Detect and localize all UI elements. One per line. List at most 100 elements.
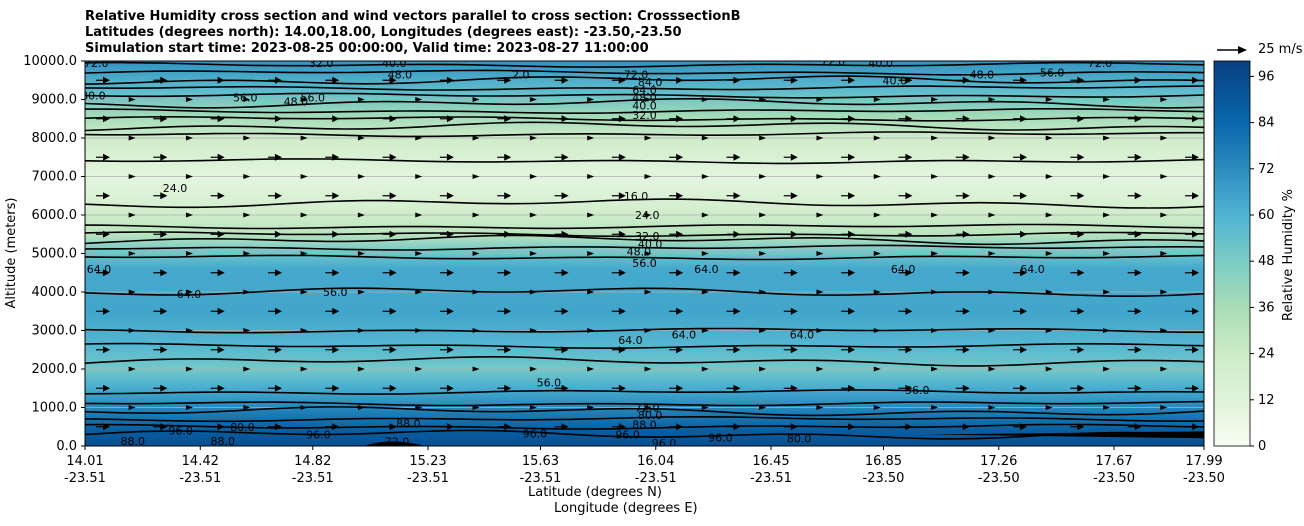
contour-label: 56.0 bbox=[1040, 67, 1065, 80]
wind-vector-small bbox=[415, 251, 423, 256]
contour-label: 48.0 bbox=[970, 68, 995, 81]
contour-label: 80.0 bbox=[787, 432, 812, 445]
wind-vector-small bbox=[529, 405, 537, 410]
wind-vector-small bbox=[357, 97, 365, 102]
wind-vector-small bbox=[357, 251, 365, 256]
colorbar-tick-label: 0 bbox=[1258, 439, 1266, 454]
wind-vector-head bbox=[332, 423, 340, 431]
wind-vector-small bbox=[587, 289, 595, 295]
wind-vector-head bbox=[1077, 230, 1085, 238]
wind-vector-head bbox=[274, 76, 282, 84]
wind-vector-small bbox=[988, 366, 996, 372]
wind-vector-head bbox=[733, 423, 741, 431]
wind-vector-head bbox=[217, 384, 225, 392]
wind-vector-small bbox=[185, 405, 193, 410]
wind-vector-head bbox=[217, 153, 225, 161]
wind-vector-head bbox=[274, 384, 282, 392]
wind-vector-small bbox=[128, 366, 136, 372]
contour-label: 96.0 bbox=[168, 425, 193, 438]
wind-vector-head bbox=[103, 269, 110, 277]
quiver-key-label: 25 m/s bbox=[1258, 42, 1303, 57]
wind-vector-head bbox=[1192, 230, 1199, 238]
wind-vector-small bbox=[1160, 97, 1168, 102]
wind-vector-small bbox=[300, 135, 308, 141]
wind-vector-small bbox=[185, 135, 193, 141]
wind-vector-head bbox=[389, 153, 397, 161]
wind-vector-head bbox=[905, 153, 913, 161]
wind-vector-head bbox=[618, 153, 626, 161]
wind-vector-head bbox=[1020, 423, 1028, 431]
contour-label: 40.0 bbox=[382, 57, 407, 70]
x-tick-label-lon: -23.51 bbox=[179, 471, 221, 486]
wind-vector-head bbox=[561, 115, 569, 123]
wind-vector-head bbox=[905, 346, 913, 354]
wind-vector-small bbox=[816, 174, 824, 179]
wind-vector-head bbox=[1192, 192, 1199, 200]
x-tick-label-lat: 17.99 bbox=[1185, 454, 1222, 469]
wind-vector-head bbox=[790, 230, 798, 238]
contour-label: 80.0 bbox=[230, 421, 255, 434]
wind-vector-head bbox=[274, 269, 282, 277]
wind-vector-small bbox=[415, 174, 423, 179]
wind-vector-small bbox=[1103, 251, 1111, 256]
wind-vector-small bbox=[873, 135, 881, 141]
wind-vector-head bbox=[1020, 230, 1028, 238]
contour-label: 64.0 bbox=[672, 328, 697, 341]
wind-vector-head bbox=[389, 269, 397, 277]
wind-vector-small bbox=[816, 135, 824, 141]
wind-vector-small bbox=[1103, 97, 1111, 102]
wind-vector-small bbox=[1103, 405, 1111, 410]
wind-vector-head bbox=[446, 76, 454, 84]
wind-vector-head bbox=[1077, 307, 1085, 315]
wind-vector-head bbox=[160, 307, 168, 315]
wind-vector-small bbox=[701, 97, 709, 102]
wind-vector-small bbox=[357, 289, 365, 295]
wind-vector-small bbox=[644, 135, 652, 141]
wind-vector-small bbox=[415, 289, 423, 295]
wind-vector-head bbox=[618, 76, 626, 84]
wind-vector-small bbox=[873, 405, 881, 410]
wind-vector-head bbox=[332, 346, 340, 354]
y-tick-label: 2000.0 bbox=[32, 362, 78, 377]
wind-vector-small bbox=[243, 405, 251, 410]
wind-vector-head bbox=[962, 230, 970, 238]
wind-vector-head bbox=[848, 230, 856, 238]
wind-vector-head bbox=[389, 76, 397, 84]
wind-vector-head bbox=[561, 423, 569, 431]
wind-vector-head bbox=[274, 115, 282, 123]
wind-vector-head bbox=[1192, 269, 1199, 277]
wind-vector-small bbox=[357, 328, 365, 333]
wind-vector-head bbox=[1134, 423, 1142, 431]
contour-label: 96.0 bbox=[652, 437, 677, 450]
wind-vector-small bbox=[759, 328, 767, 333]
wind-vector-head bbox=[1134, 192, 1142, 200]
contour-label: 72.0 bbox=[385, 435, 410, 448]
wind-vector-head bbox=[504, 115, 512, 123]
wind-vector-head bbox=[1020, 192, 1028, 200]
wind-vector-small bbox=[644, 328, 652, 333]
contour-label: 64.0 bbox=[618, 334, 643, 347]
wind-vector-head bbox=[332, 307, 340, 315]
wind-vector-small bbox=[816, 366, 824, 372]
wind-vector-head bbox=[1192, 346, 1199, 354]
wind-vector-head bbox=[561, 346, 569, 354]
wind-vector-head bbox=[905, 115, 913, 123]
wind-vector-head bbox=[160, 269, 168, 277]
contour-label: 24.0 bbox=[163, 182, 188, 195]
wind-vector-small bbox=[587, 97, 595, 102]
wind-vector-head bbox=[1134, 346, 1142, 354]
wind-vector-small bbox=[243, 289, 251, 295]
wind-vector-head bbox=[1192, 384, 1199, 392]
wind-vector-head bbox=[1077, 115, 1085, 123]
wind-vector-small bbox=[873, 366, 881, 372]
wind-vector-head bbox=[1134, 384, 1142, 392]
wind-vector-head bbox=[274, 230, 282, 238]
contour-line bbox=[85, 121, 1204, 132]
wind-vector-small bbox=[300, 366, 308, 372]
wind-vector-head bbox=[160, 346, 168, 354]
wind-vector-head bbox=[1134, 76, 1142, 84]
wind-vector-head bbox=[1020, 307, 1028, 315]
wind-vector-head bbox=[1077, 153, 1085, 161]
wind-vector-small bbox=[1045, 97, 1053, 102]
